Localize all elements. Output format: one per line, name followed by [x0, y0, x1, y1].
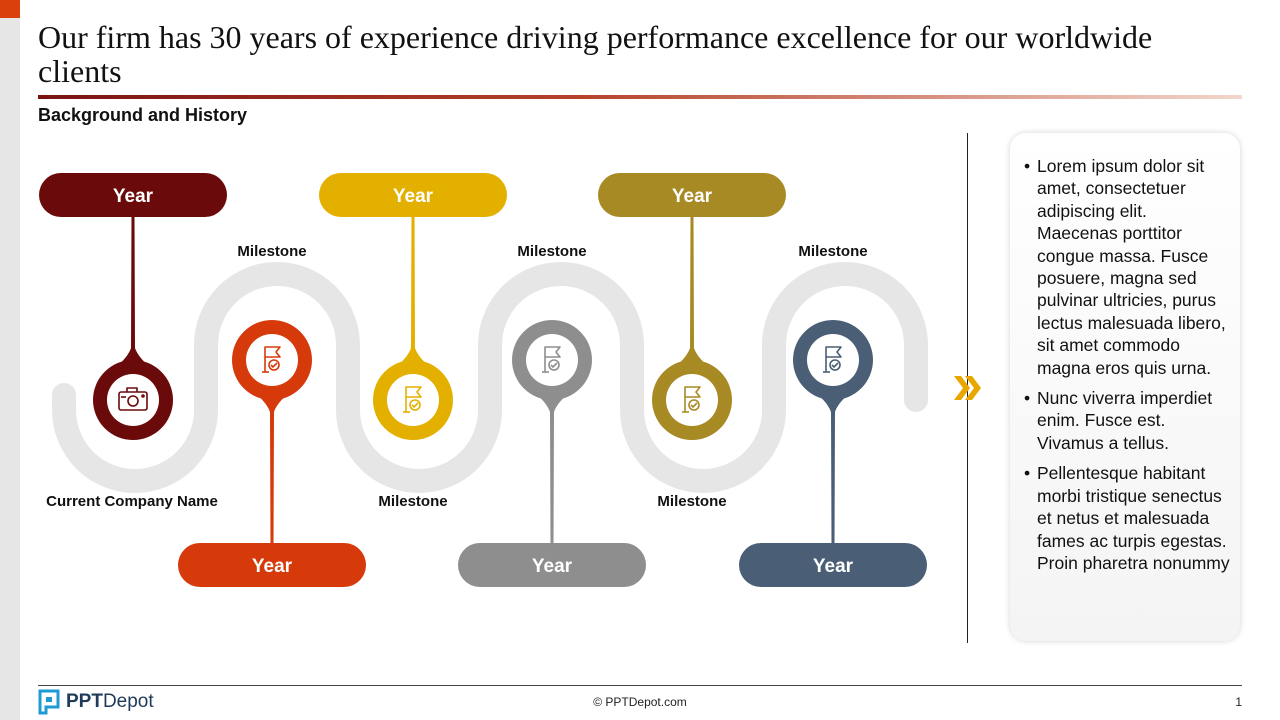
year-pill	[319, 173, 507, 217]
timeline-marker: Year Milestone	[178, 243, 366, 587]
timeline-marker: Year Current Company Name	[39, 173, 227, 510]
timeline-marker: Year Milestone	[739, 243, 927, 587]
flag-icon	[542, 346, 561, 373]
slide-subtitle: Background and History	[38, 105, 248, 125]
note-bullet: Pellentesque habitant morbi tristique se…	[1024, 462, 1230, 574]
year-label: Year	[813, 556, 854, 577]
year-label: Year	[252, 556, 293, 577]
left-accent-bar	[0, 0, 20, 18]
slide-title: Our firm has 30 years of experience driv…	[38, 19, 1153, 89]
double-chevron-icon	[954, 376, 981, 400]
company-name-label: Current Company Name	[46, 493, 218, 510]
year-label: Year	[532, 556, 573, 577]
page-number: 1	[1235, 695, 1242, 709]
year-pill	[39, 173, 227, 217]
marker-stem	[532, 390, 572, 543]
marker-stem	[672, 217, 712, 370]
year-label: Year	[672, 186, 713, 207]
note-bullet: Lorem ipsum dolor sit amet, consectetuer…	[1024, 155, 1230, 379]
marker-stem	[813, 390, 853, 543]
milestone-label: Milestone	[237, 243, 306, 260]
copyright-text: © PPTDepot.com	[593, 695, 687, 709]
year-pill	[458, 543, 646, 587]
timeline-marker: Year Milestone	[598, 173, 786, 510]
note-bullet: Nunc viverra imperdiet enim. Fusce est. …	[1024, 387, 1230, 454]
year-label: Year	[393, 186, 434, 207]
flag-icon	[262, 346, 281, 373]
footer-rule	[38, 685, 1242, 686]
timeline-wave-path	[52, 262, 928, 493]
title-underline	[38, 95, 1242, 99]
logo-text-bold: PPT	[66, 691, 103, 712]
milestone-label: Milestone	[517, 243, 586, 260]
timeline-marker: Year Milestone	[319, 173, 507, 510]
brand-logo: PPTDepot	[38, 689, 154, 715]
marker-stem	[113, 217, 153, 370]
logo-mark-icon	[38, 689, 60, 715]
left-sidebar-strip	[0, 0, 20, 720]
marker-stem	[252, 390, 292, 543]
milestone-label: Milestone	[378, 493, 447, 510]
logo-text-rest: Depot	[102, 691, 154, 712]
year-label: Year	[113, 186, 154, 207]
camera-icon	[118, 387, 148, 411]
notes-panel: Lorem ipsum dolor sit amet, consectetuer…	[1010, 133, 1240, 641]
timeline-marker: Year Milestone	[458, 243, 646, 587]
marker-stem	[393, 217, 433, 370]
year-pill	[178, 543, 366, 587]
flag-icon	[403, 386, 422, 413]
marker-icon-disc	[107, 374, 159, 426]
flag-icon	[823, 346, 842, 373]
year-pill	[739, 543, 927, 587]
milestone-label: Milestone	[798, 243, 867, 260]
milestone-label: Milestone	[657, 493, 726, 510]
flag-icon	[682, 386, 701, 413]
year-pill	[598, 173, 786, 217]
